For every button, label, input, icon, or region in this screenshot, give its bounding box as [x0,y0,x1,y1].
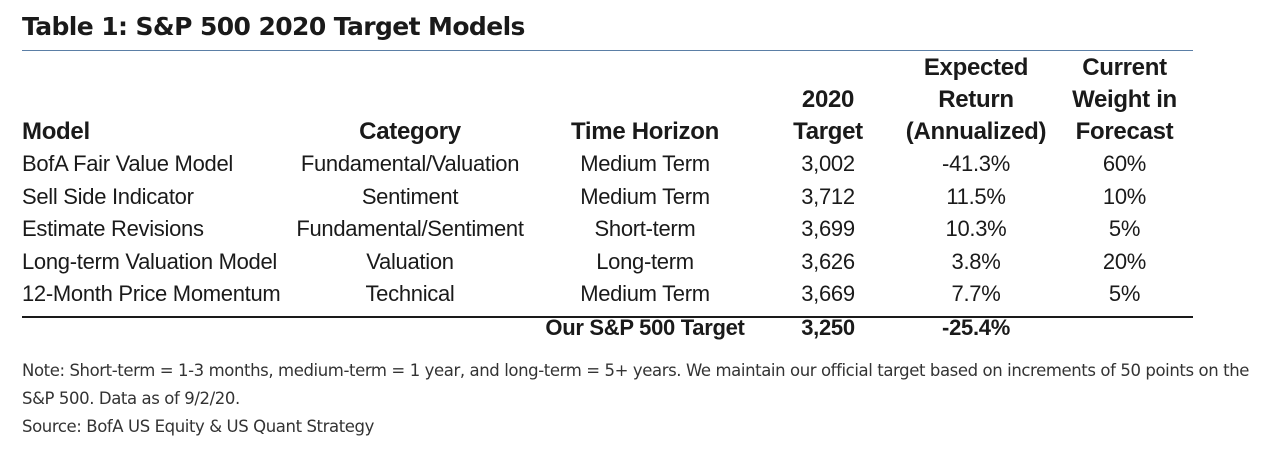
col-header-target: 2020 Target [793,86,863,145]
cell-target: 3,002 [801,151,855,177]
cell-weight: 20% [1102,248,1147,274]
table-row: BofA Fair Value Model Fundamental/Valuat… [22,148,1193,181]
cell-weight: 60% [1102,151,1147,177]
target-models-table: Model Category Time Horizon 2020 Target … [22,52,1193,345]
col-header-time-horizon: Time Horizon [571,118,719,145]
cell-target: 3,669 [801,281,855,307]
header-rule [22,50,1193,51]
cell-expected-return: 11.5% [946,183,1006,209]
cell-category: Sentiment [361,183,459,209]
cell-category: Fundamental/Sentiment [296,216,524,242]
cell-weight: 5% [1108,216,1141,242]
table-bottom-rule [22,316,1193,318]
cell-target: 3,712 [801,183,855,209]
cell-model: Estimate Revisions [22,216,204,242]
cell-target: 3,699 [801,216,855,242]
col-header-category: Category [359,118,461,145]
note-text: Note: Short-term = 1-3 months, medium-te… [22,361,1250,408]
cell-category: Technical [365,281,455,307]
total-row: Our S&P 500 Target 3,250 -25.4% [22,311,1193,345]
cell-time-horizon: Medium Term [580,151,710,177]
cell-expected-return: 7.7% [951,281,1001,307]
cell-time-horizon: Medium Term [580,281,710,307]
cell-expected-return: 10.3% [945,216,1007,242]
cell-target: 3,626 [801,248,855,274]
table-row: 12-Month Price Momentum Technical Medium… [22,278,1193,311]
cell-model: BofA Fair Value Model [22,151,233,177]
total-label: Our S&P 500 Target [545,314,745,340]
cell-weight: 5% [1108,281,1141,307]
notes-block: Note: Short-term = 1-3 months, medium-te… [22,357,1262,441]
table-title: Table 1: S&P 500 2020 Target Models [22,12,525,41]
cell-category: Valuation [366,248,454,274]
col-header-model: Model [22,118,90,145]
cell-time-horizon: Short-term [594,216,696,242]
cell-model: Sell Side Indicator [22,183,194,209]
total-return: -25.4% [942,314,1010,340]
cell-expected-return: 3.8% [951,248,1001,274]
total-target: 3,250 [801,314,855,340]
cell-model: Long-term Valuation Model [22,248,278,274]
source-text: Source: BofA US Equity & US Quant Strate… [22,417,374,436]
cell-weight: 10% [1102,183,1147,209]
cell-time-horizon: Long-term [596,248,694,274]
header-row: Model Category Time Horizon 2020 Target … [22,52,1193,148]
cell-time-horizon: Medium Term [580,183,710,209]
table-row: Long-term Valuation Model Valuation Long… [22,246,1193,279]
cell-model: 12-Month Price Momentum [22,281,281,307]
col-header-weight: Current Weight in Forecast [1072,54,1177,145]
col-header-expected-return: Expected Return (Annualized) [905,54,1047,145]
table-row: Sell Side Indicator Sentiment Medium Ter… [22,181,1193,214]
cell-category: Fundamental/Valuation [300,151,520,177]
table-row: Estimate Revisions Fundamental/Sentiment… [22,213,1193,246]
cell-expected-return: -41.3% [942,151,1010,177]
